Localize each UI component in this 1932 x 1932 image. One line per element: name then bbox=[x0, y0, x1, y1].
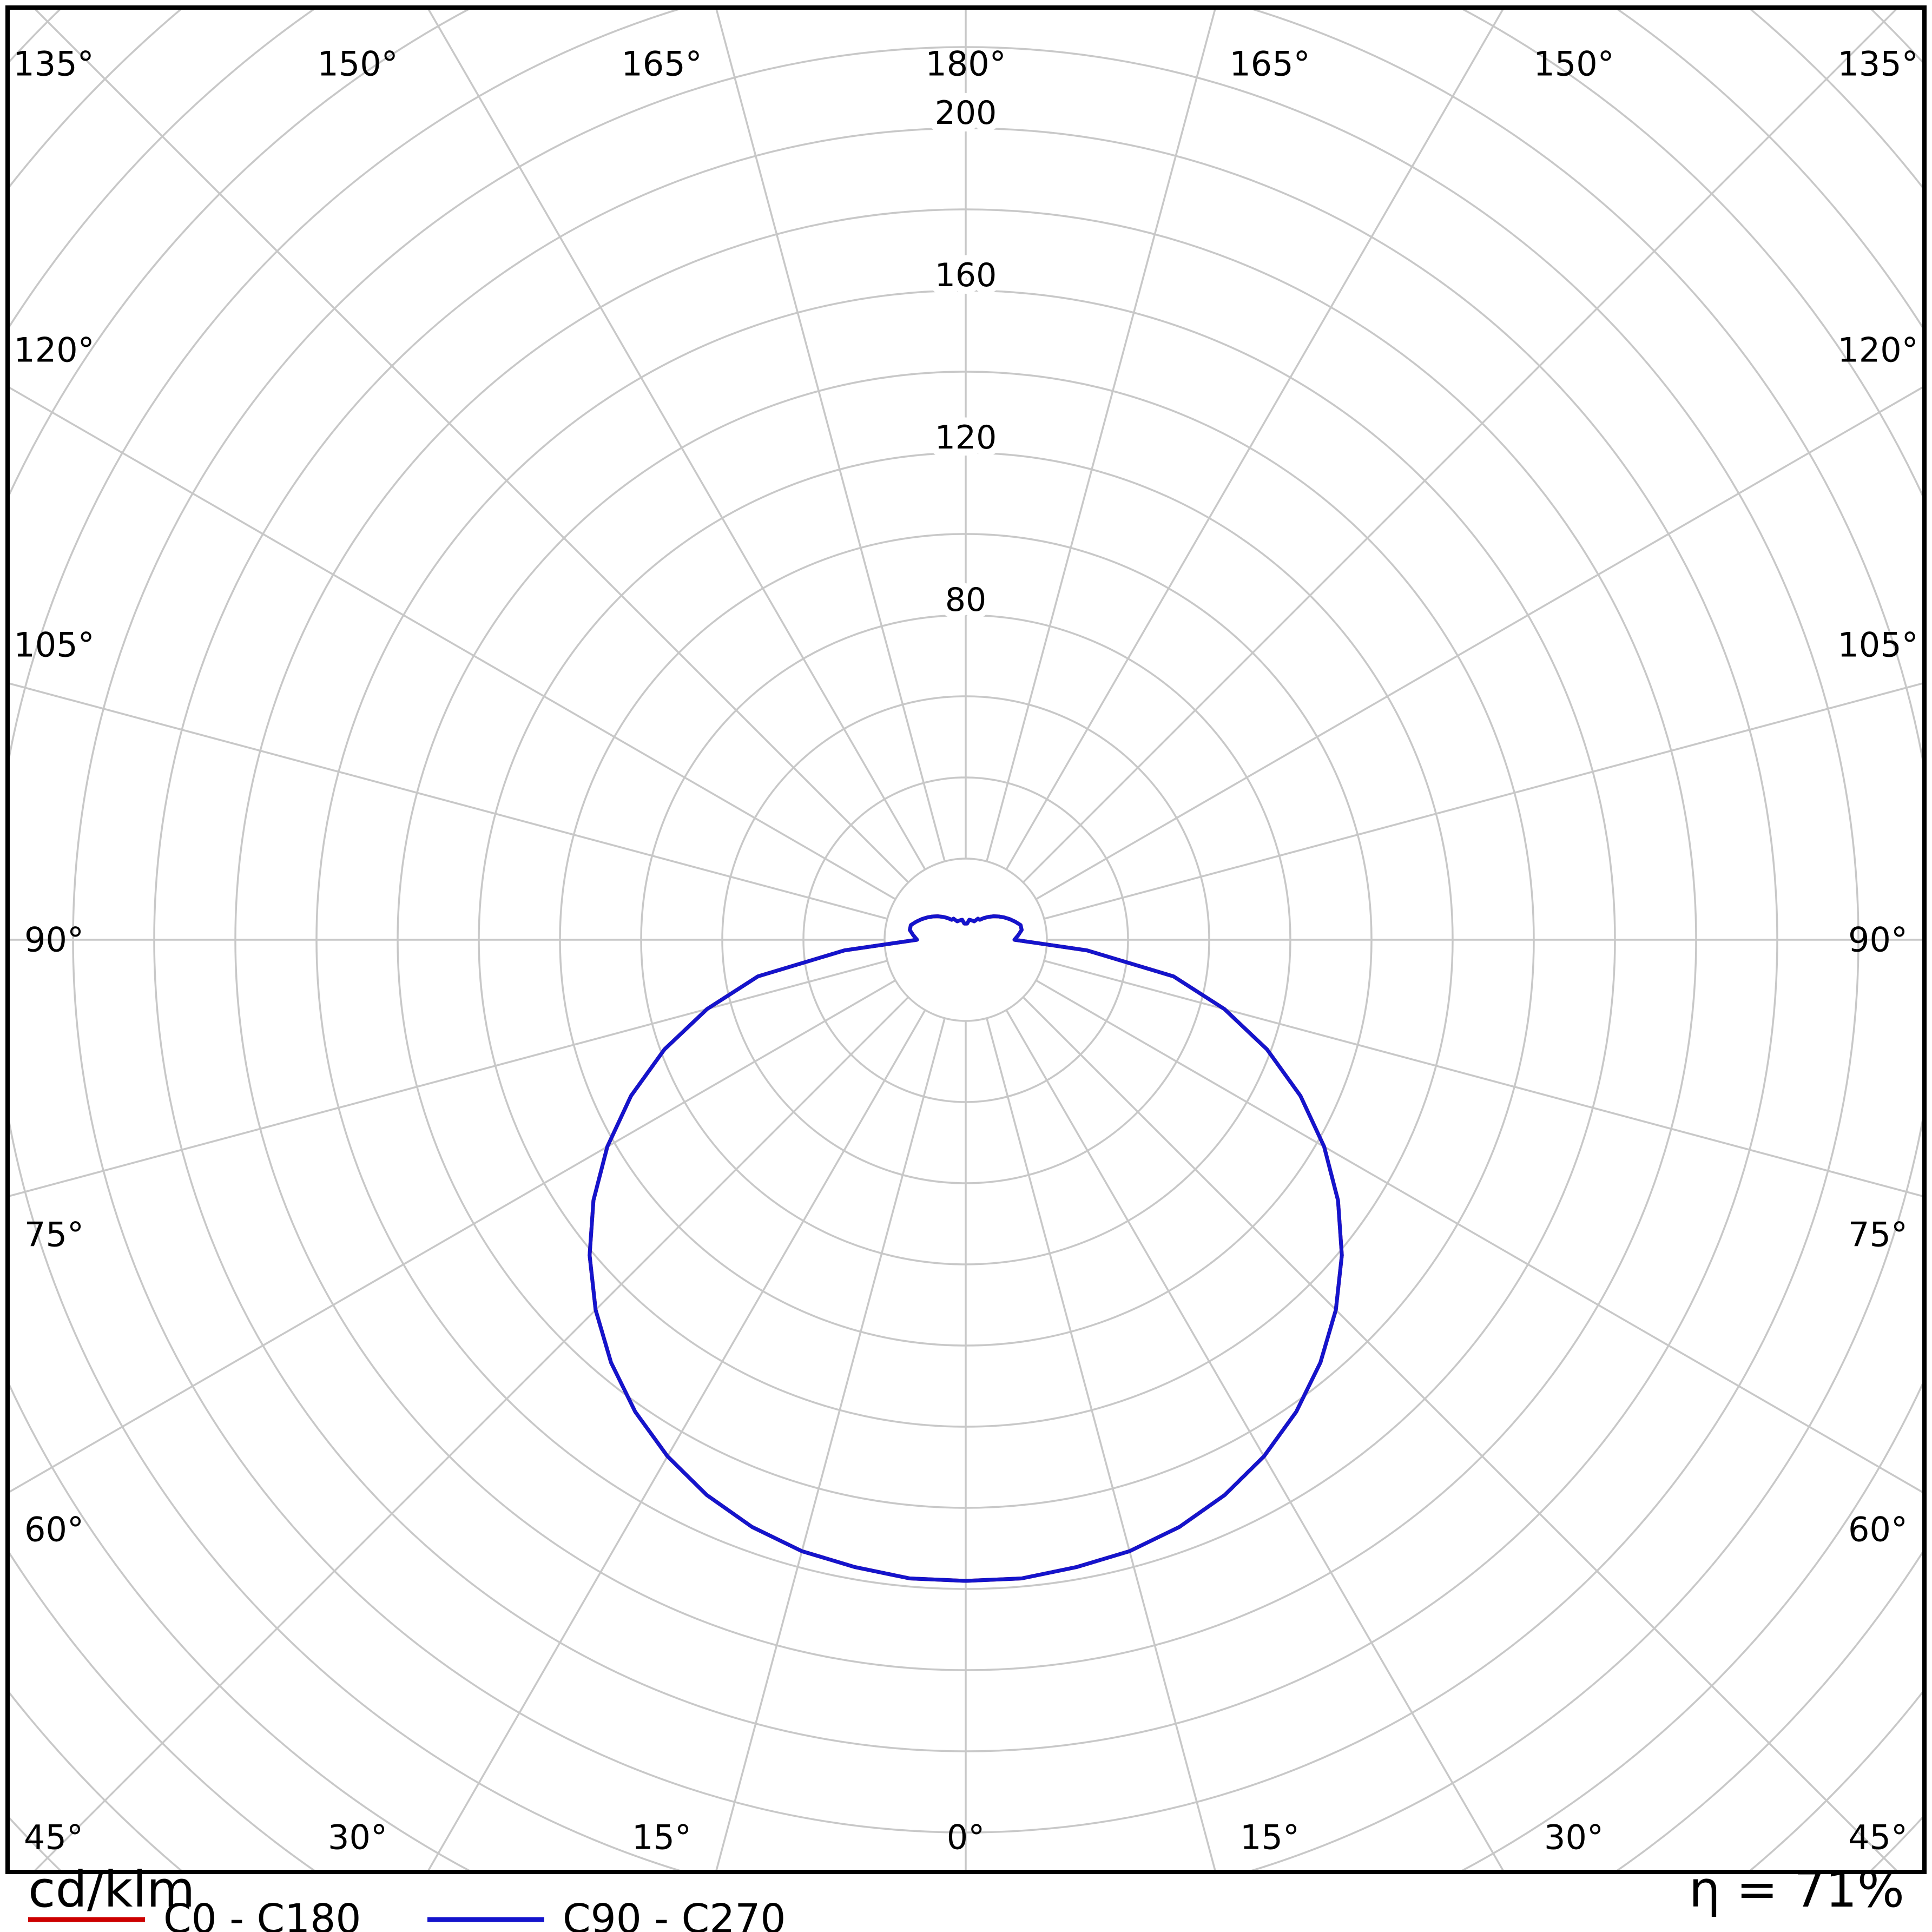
angle-label: 105° bbox=[14, 625, 94, 665]
angle-label: 180° bbox=[925, 44, 1006, 84]
intensity-curves bbox=[588, 914, 1344, 1583]
angle-label: 0° bbox=[947, 1818, 985, 1857]
grid-spoke bbox=[986, 8, 1217, 862]
angle-label: 150° bbox=[1533, 44, 1614, 84]
grid-spoke bbox=[1036, 385, 1924, 900]
c90-c270-curve bbox=[588, 914, 1344, 1583]
plot-border bbox=[5, 5, 1927, 1874]
grid-spoke bbox=[32, 8, 909, 883]
angle-label: 120° bbox=[14, 331, 94, 370]
legend-label-c0: C0 - C180 bbox=[163, 1896, 361, 1932]
grid-spoke bbox=[715, 1018, 946, 1872]
axis-labels: 80 120 160 200 135° 150° 165° 180° 165° 150° 135° 4… bbox=[13, 44, 1918, 1857]
angle-label: 45° bbox=[1848, 1818, 1908, 1857]
ring-label: 160 bbox=[935, 256, 997, 294]
angle-label: 105° bbox=[1837, 625, 1918, 665]
angle-label: 165° bbox=[621, 44, 702, 84]
ring-label: 80 bbox=[945, 581, 986, 619]
grid-spoke bbox=[8, 960, 888, 1198]
angle-label: 30° bbox=[1544, 1818, 1604, 1857]
grid-spoke bbox=[426, 1010, 926, 1872]
angle-label: 15° bbox=[632, 1818, 691, 1857]
grid-spoke bbox=[1044, 682, 1924, 920]
angle-label: 90° bbox=[24, 920, 84, 960]
grid-spoke bbox=[1044, 960, 1924, 1198]
grid-spoke bbox=[715, 8, 946, 862]
grid-spoke bbox=[426, 8, 926, 870]
angle-label: 135° bbox=[1837, 44, 1918, 84]
angle-label: 165° bbox=[1229, 44, 1310, 84]
angle-label: 135° bbox=[13, 44, 94, 84]
grid-spoke bbox=[1005, 8, 1505, 870]
angle-label: 60° bbox=[24, 1510, 84, 1549]
grid-spoke bbox=[8, 385, 896, 900]
angle-label: 90° bbox=[1848, 920, 1908, 960]
angle-label: 60° bbox=[1848, 1510, 1908, 1549]
legend-label-c90: C90 - C270 bbox=[563, 1896, 786, 1932]
unit-label: cd/klm bbox=[28, 1861, 195, 1918]
efficiency-label: η = 71% bbox=[1689, 1861, 1904, 1918]
grid-spoke bbox=[8, 979, 896, 1494]
angle-label: 120° bbox=[1837, 331, 1918, 370]
grid-spoke bbox=[1022, 996, 1900, 1872]
angle-label: 30° bbox=[328, 1818, 387, 1857]
grid-spoke bbox=[1036, 979, 1924, 1495]
angle-label: 75° bbox=[1848, 1215, 1908, 1255]
ring-label: 120 bbox=[935, 419, 997, 457]
grid-spoke bbox=[8, 682, 888, 920]
angle-label: 75° bbox=[24, 1215, 84, 1255]
ring-label: 200 bbox=[935, 94, 997, 132]
angle-label: 15° bbox=[1240, 1818, 1300, 1857]
grid-spoke bbox=[1005, 1010, 1505, 1872]
grid-spoke bbox=[1022, 8, 1900, 883]
legend: C0 - C180 C90 - C270 bbox=[28, 1896, 786, 1932]
grid-spoke bbox=[986, 1018, 1217, 1872]
angle-label: 150° bbox=[317, 44, 398, 84]
angle-label: 45° bbox=[24, 1818, 83, 1857]
grid-spoke bbox=[32, 996, 909, 1872]
